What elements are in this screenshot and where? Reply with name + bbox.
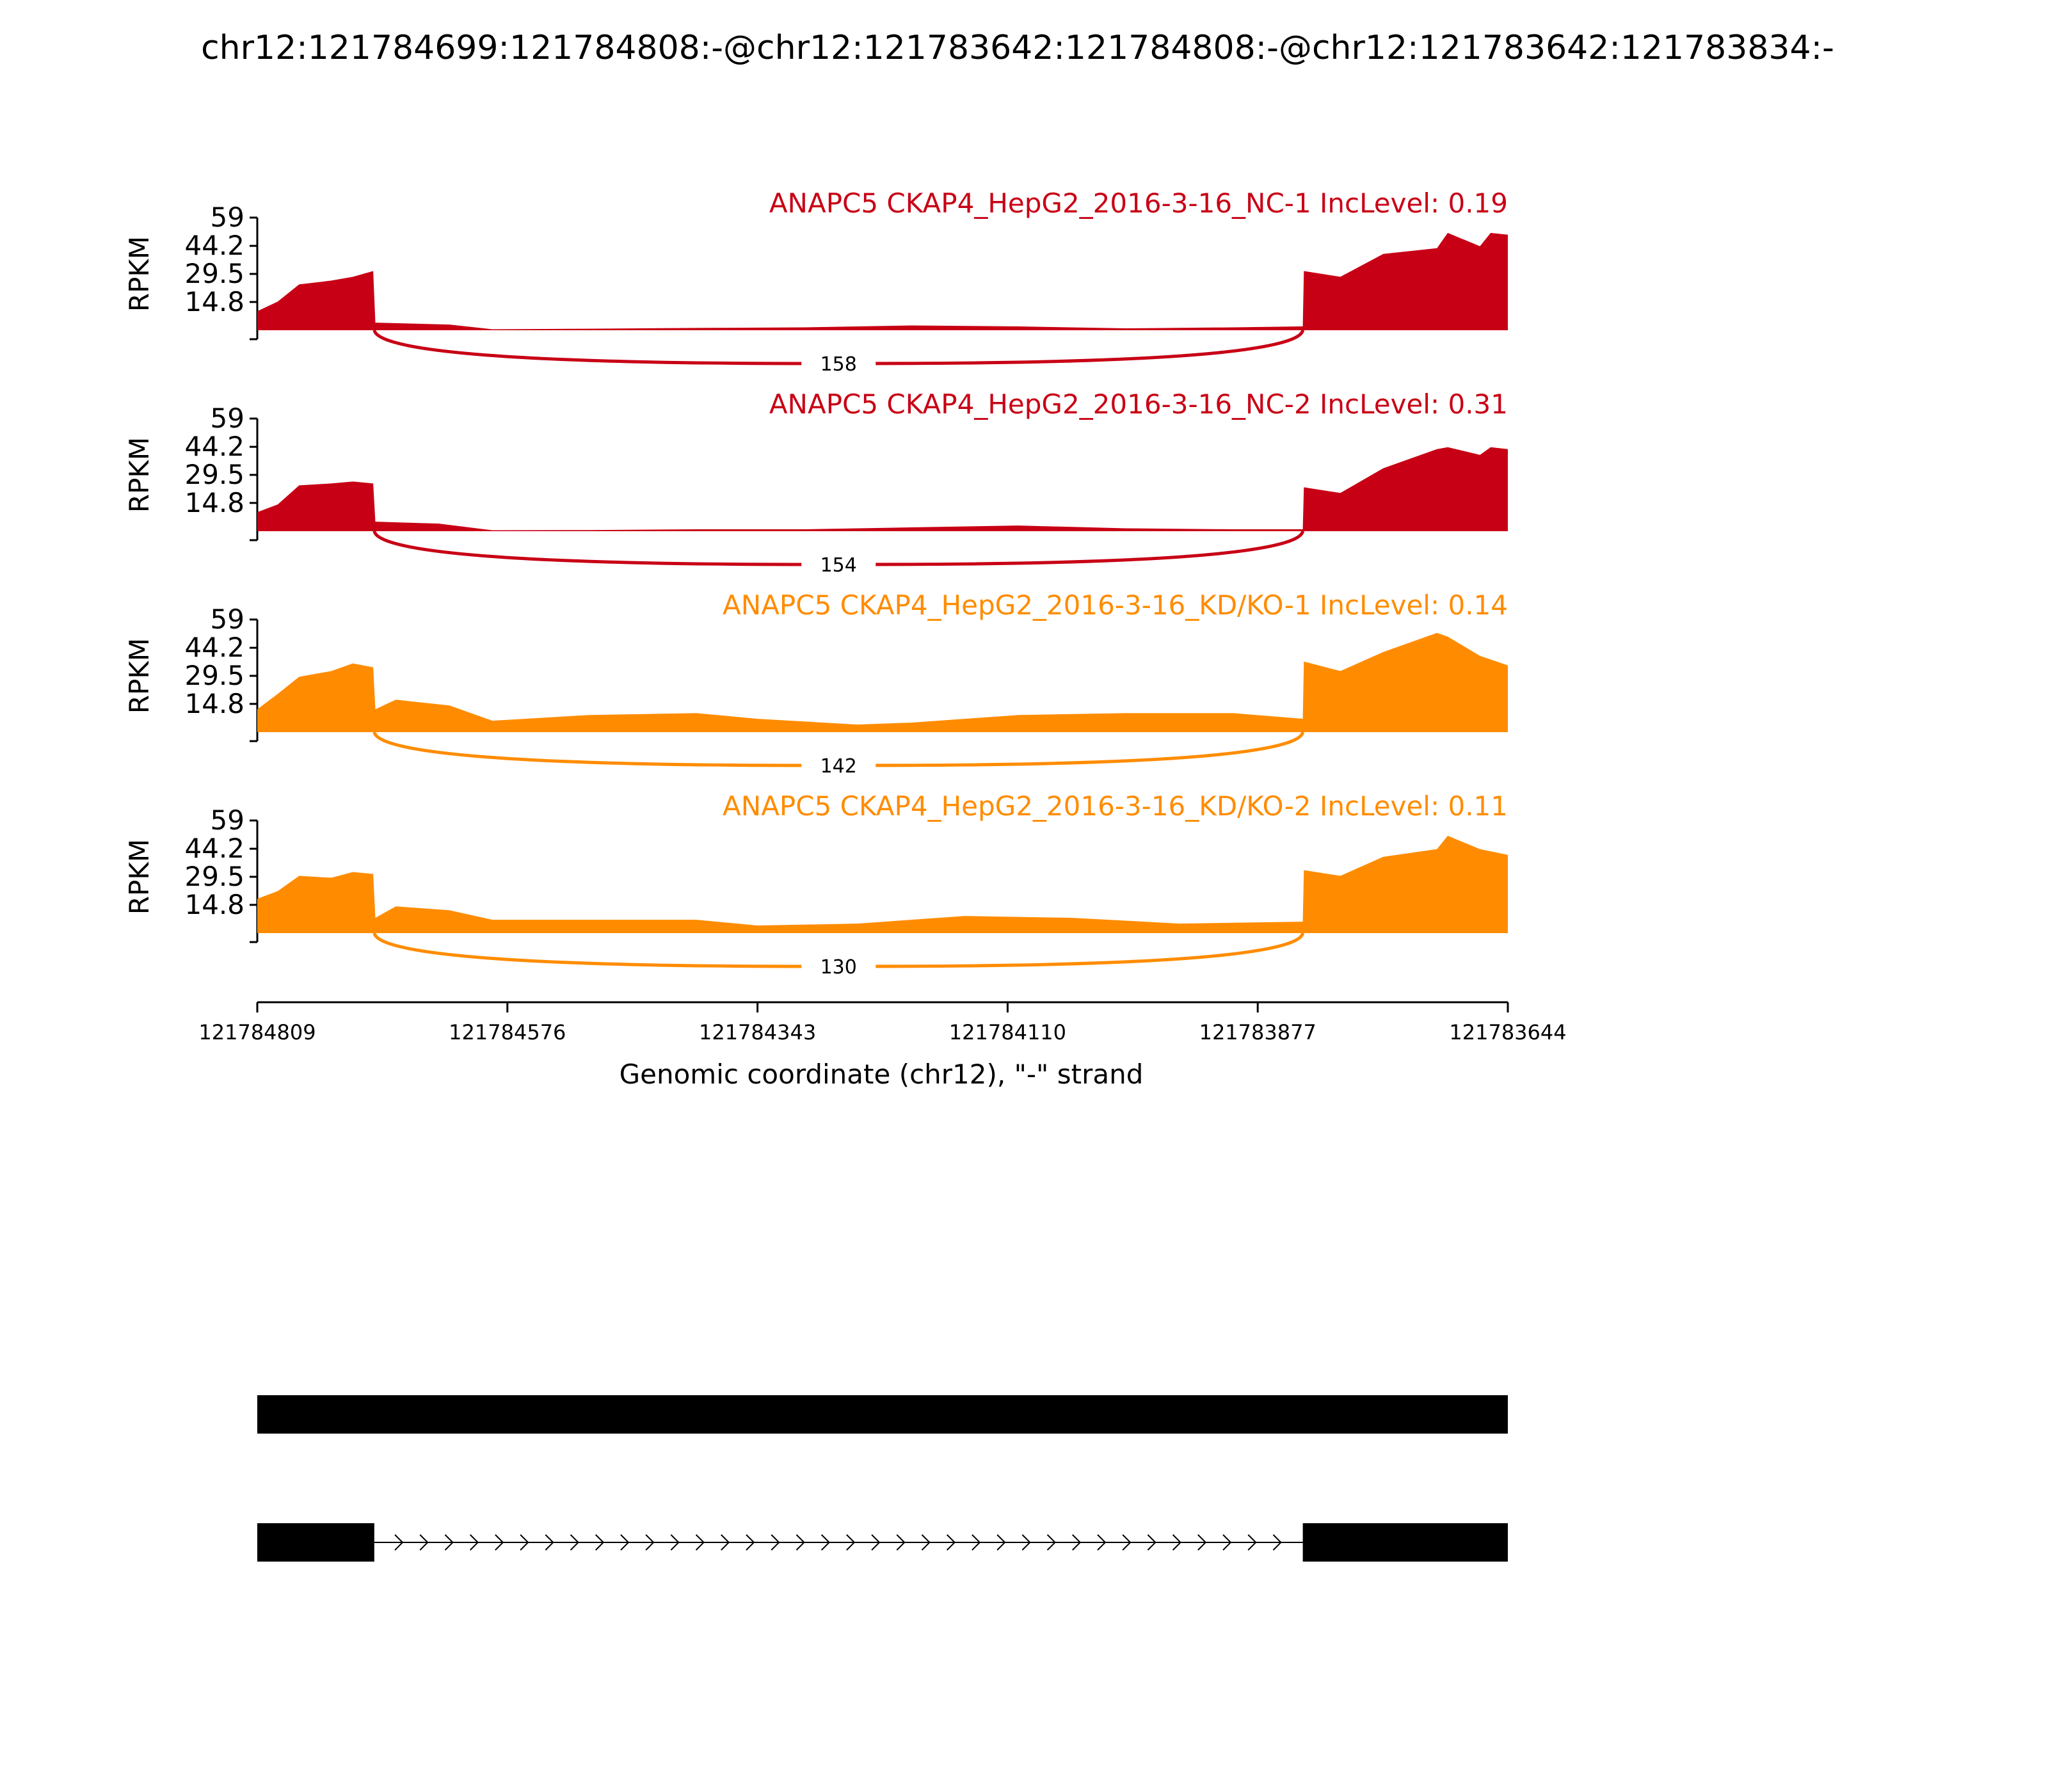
x-tick-label: 121784809 bbox=[198, 1020, 316, 1044]
junction-count-label: 154 bbox=[820, 554, 857, 577]
y-tick-label: 14.8 bbox=[184, 688, 244, 719]
strand-arrow bbox=[444, 1534, 454, 1551]
x-tick-label: 121784343 bbox=[699, 1020, 816, 1044]
junction-count-label: 130 bbox=[820, 956, 857, 979]
track-label: ANAPC5 CKAP4_HepG2_2016-3-16_NC-2 IncLev… bbox=[769, 388, 1508, 420]
y-tick-label: 14.8 bbox=[184, 487, 244, 518]
strand-arrow bbox=[1147, 1534, 1156, 1551]
strand-arrow bbox=[1021, 1534, 1031, 1551]
strand-arrow bbox=[695, 1534, 705, 1551]
strand-arrow bbox=[946, 1534, 956, 1551]
coverage-area bbox=[257, 632, 1508, 732]
junction-label-bg bbox=[801, 349, 876, 378]
y-axis-label: RPKM bbox=[124, 236, 155, 312]
strand-arrow bbox=[972, 1534, 981, 1551]
strand-arrow bbox=[469, 1534, 479, 1551]
junction-label-bg bbox=[801, 952, 876, 980]
y-tick-label: 59 bbox=[211, 202, 244, 233]
figure-title: chr12:121784699:121784808:-@chr12:121783… bbox=[201, 29, 1834, 67]
y-tick-label: 14.8 bbox=[184, 889, 244, 920]
y-axis-label: RPKM bbox=[124, 638, 155, 714]
strand-arrow bbox=[419, 1534, 429, 1551]
strand-arrow bbox=[1097, 1534, 1107, 1551]
strand-arrow bbox=[1072, 1534, 1082, 1551]
strand-arrow bbox=[846, 1534, 856, 1551]
strand-arrow bbox=[921, 1534, 931, 1551]
y-tick-label: 59 bbox=[211, 604, 244, 635]
exon-block bbox=[257, 1523, 374, 1562]
strand-arrow bbox=[871, 1534, 881, 1551]
strand-arrow bbox=[796, 1534, 805, 1551]
x-axis: 121784809 121784576 121784343 121784110 1217… bbox=[198, 1001, 1567, 1044]
y-tick-label: 59 bbox=[211, 403, 244, 434]
strand-arrow bbox=[1172, 1534, 1182, 1551]
strand-arrow bbox=[620, 1534, 630, 1551]
y-axis-label: RPKM bbox=[124, 437, 155, 513]
x-tick-label: 121784110 bbox=[949, 1020, 1066, 1044]
y-tick-label: 29.5 bbox=[184, 861, 244, 892]
junction-count-label: 158 bbox=[820, 353, 857, 376]
isoform-models bbox=[257, 1395, 1508, 1562]
strand-arrow bbox=[1222, 1534, 1232, 1551]
strand-arrow bbox=[1122, 1534, 1132, 1551]
y-axis-label: RPKM bbox=[124, 839, 155, 915]
junction-label-bg bbox=[801, 550, 876, 579]
strand-arrow bbox=[996, 1534, 1006, 1551]
strand-arrow bbox=[1247, 1534, 1257, 1551]
track-label: ANAPC5 CKAP4_HepG2_2016-3-16_NC-1 IncLev… bbox=[769, 188, 1508, 219]
strand-arrow bbox=[595, 1534, 605, 1551]
strand-arrow bbox=[1046, 1534, 1056, 1551]
x-tick-label: 121784576 bbox=[449, 1020, 566, 1044]
y-tick-label: 29.5 bbox=[184, 459, 244, 490]
strand-arrow bbox=[645, 1534, 655, 1551]
strand-arrow bbox=[771, 1534, 780, 1551]
exon-block bbox=[1302, 1523, 1508, 1562]
strand-arrow bbox=[670, 1534, 680, 1551]
strand-arrow bbox=[520, 1534, 529, 1551]
x-tick-label: 121783877 bbox=[1199, 1020, 1316, 1044]
junction-count-label: 142 bbox=[820, 755, 857, 778]
strand-arrow bbox=[820, 1534, 831, 1551]
y-tick-label: 29.5 bbox=[184, 258, 244, 289]
strand-arrow bbox=[570, 1534, 579, 1551]
strand-arrow bbox=[495, 1534, 504, 1551]
exon-block bbox=[257, 1395, 1508, 1434]
strand-arrow bbox=[394, 1534, 404, 1551]
y-tick-label: 29.5 bbox=[184, 660, 244, 691]
junction-label-bg bbox=[801, 751, 876, 780]
track-label: ANAPC5 CKAP4_HepG2_2016-3-16_KD/KO-2 Inc… bbox=[723, 790, 1508, 822]
coverage-area bbox=[257, 835, 1508, 933]
track-label: ANAPC5 CKAP4_HepG2_2016-3-16_KD/KO-1 Inc… bbox=[723, 589, 1508, 621]
isoform-model bbox=[257, 1395, 1508, 1434]
strand-arrow bbox=[896, 1534, 906, 1551]
strand-arrow bbox=[1272, 1534, 1282, 1551]
x-axis-label: Genomic coordinate (chr12), "-" strand bbox=[620, 1059, 1144, 1090]
y-tick-label: 59 bbox=[211, 804, 244, 836]
y-tick-label: 44.2 bbox=[184, 833, 244, 864]
strand-arrow bbox=[1197, 1534, 1207, 1551]
y-tick-label: 44.2 bbox=[184, 431, 244, 462]
coverage-area bbox=[257, 447, 1508, 531]
y-tick-label: 14.8 bbox=[184, 286, 244, 317]
coverage-area bbox=[257, 232, 1508, 330]
isoform-model bbox=[257, 1523, 1508, 1562]
strand-arrow bbox=[746, 1534, 755, 1551]
y-tick-label: 44.2 bbox=[184, 632, 244, 663]
strand-arrow bbox=[721, 1534, 730, 1551]
strand-arrow bbox=[545, 1534, 554, 1551]
y-tick-label: 44.2 bbox=[184, 230, 244, 261]
x-tick-label: 121783644 bbox=[1449, 1020, 1566, 1044]
